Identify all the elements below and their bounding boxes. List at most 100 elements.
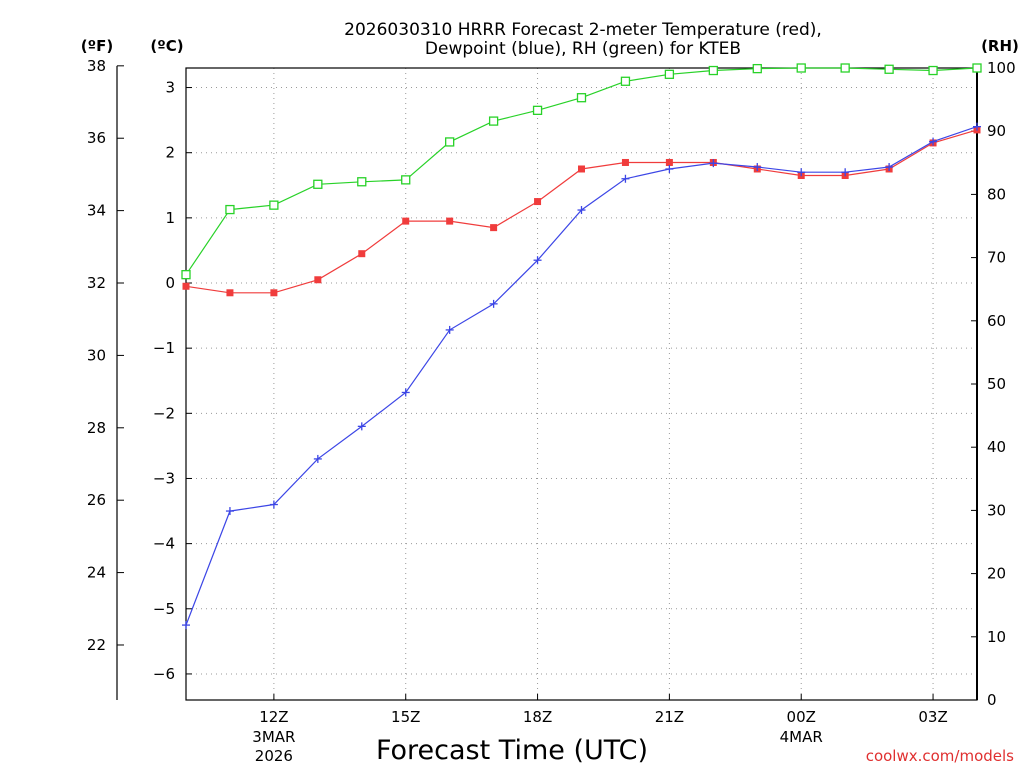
rh-point xyxy=(752,63,762,74)
chart-title-line-2: Dewpoint (blue), RH (green) for KTEB xyxy=(425,39,741,59)
rh-point xyxy=(796,63,806,73)
celsius-tick-label: −2 xyxy=(153,404,175,422)
x-tick-label: 03Z xyxy=(918,708,947,726)
rh-point xyxy=(269,200,279,210)
x-tick-label: 18Z xyxy=(523,708,552,726)
dewpoint-point xyxy=(357,422,366,431)
rh-tick-label: 20 xyxy=(987,565,1006,583)
gridlines xyxy=(186,68,977,700)
x-tick-sublabel: 2026 xyxy=(255,747,293,765)
2-meter-temperature-point xyxy=(314,276,322,284)
celsius-unit-label: (ºC) xyxy=(150,37,183,55)
fahrenheit-tick-label: 22 xyxy=(87,636,106,654)
rh-point xyxy=(664,69,675,79)
fahrenheit-tick-label: 30 xyxy=(87,346,106,364)
dewpoint-point xyxy=(929,137,938,146)
dewpoint-point xyxy=(841,168,850,177)
dewpoint-point xyxy=(401,388,410,397)
x-tick-label: 21Z xyxy=(655,708,684,726)
celsius-tick-label: −4 xyxy=(153,535,175,553)
celsius-tick-label: −1 xyxy=(153,339,175,357)
2-meter-temperature-point xyxy=(402,217,410,225)
dewpoint-point xyxy=(709,159,718,168)
dewpoint-point xyxy=(885,163,894,172)
fahrenheit-unit-label: (ºF) xyxy=(81,37,113,55)
x-tick-sublabel: 3MAR xyxy=(252,728,295,746)
axes: 22 24 26 28 30 32 34 36 38 −6 −5 −4 −3 −2 −1 0 1 2 30 10 20 3… xyxy=(87,57,1016,765)
2-meter-temperature-point xyxy=(534,198,542,206)
celsius-tick-label: 0 xyxy=(165,274,175,292)
celsius-tick-label: −6 xyxy=(153,665,175,683)
rh-point xyxy=(225,204,235,215)
dewpoint-point xyxy=(753,163,762,172)
data-series xyxy=(181,63,982,630)
credit-text: coolwx.com/models xyxy=(866,747,1014,765)
dewpoint-point xyxy=(313,454,322,463)
2-meter-temperature-point xyxy=(358,250,366,258)
dewpoint-point xyxy=(225,507,234,516)
rh-point xyxy=(972,63,982,73)
dewpoint-point xyxy=(533,256,542,265)
fahrenheit-tick-label: 34 xyxy=(87,202,106,220)
2-meter-temperature-point xyxy=(490,224,498,232)
rh-point xyxy=(576,93,587,103)
rh-tick-label: 40 xyxy=(987,438,1006,456)
2-meter-temperature-point xyxy=(446,217,454,225)
plot-frame xyxy=(185,67,978,701)
dewpoint-point xyxy=(269,500,278,509)
celsius-tick-label: −3 xyxy=(153,469,175,487)
dewpoint-point xyxy=(489,299,498,308)
x-axis-label: Forecast Time (UTC) xyxy=(376,735,648,766)
rh-tick-label: 50 xyxy=(987,375,1006,393)
fahrenheit-tick-label: 36 xyxy=(87,129,106,147)
dewpoint-point xyxy=(577,206,586,215)
fahrenheit-tick-label: 38 xyxy=(87,57,106,75)
rh-point xyxy=(357,177,367,187)
rh-point xyxy=(445,137,455,147)
rh-point xyxy=(840,63,850,73)
dewpoint-point xyxy=(973,122,981,131)
fahrenheit-tick-label: 24 xyxy=(87,564,106,582)
rh-tick-label: 90 xyxy=(987,122,1006,140)
rh-point xyxy=(181,270,191,280)
rh-tick-label: 30 xyxy=(987,501,1006,519)
2-meter-temperature-point xyxy=(578,165,585,173)
2-meter-temperature-point xyxy=(182,282,190,290)
rh-point xyxy=(928,65,938,76)
fahrenheit-tick-label: 28 xyxy=(87,419,106,437)
rh-point xyxy=(708,65,718,76)
x-tick-sublabel: 4MAR xyxy=(780,728,823,746)
celsius-tick-label: −5 xyxy=(153,600,175,618)
dewpoint-point xyxy=(797,168,806,177)
rh-point xyxy=(884,64,894,74)
rh-tick-label: 80 xyxy=(987,185,1006,203)
celsius-tick-label: 2 xyxy=(165,144,175,162)
rh-tick-label: 60 xyxy=(987,312,1006,330)
celsius-tick-label: 1 xyxy=(165,209,175,227)
rh-tick-label: 10 xyxy=(987,628,1006,646)
fahrenheit-tick-label: 26 xyxy=(87,491,106,509)
dewpoint-point xyxy=(445,325,454,334)
rh-point xyxy=(532,105,543,115)
rh-tick-label: 70 xyxy=(987,249,1006,267)
rh-point xyxy=(401,175,411,185)
rh-tick-label: 0 xyxy=(987,691,997,709)
2-meter-temperature-point xyxy=(621,158,629,166)
dewpoint-line xyxy=(185,126,978,626)
rh-point xyxy=(313,179,323,189)
rh-tick-label: 100 xyxy=(987,59,1016,77)
x-tick-label: 00Z xyxy=(787,708,816,726)
2-meter-temperature-point xyxy=(270,289,278,297)
rh-point xyxy=(620,76,631,86)
fahrenheit-tick-label: 32 xyxy=(87,274,106,292)
x-tick-label: 12Z xyxy=(259,708,288,726)
dewpoint-point xyxy=(182,621,190,630)
rh-point xyxy=(488,116,499,126)
2-meter-temperature-point xyxy=(226,289,234,297)
chart-title-line-1: 2026030310 HRRR Forecast 2-meter Tempera… xyxy=(344,20,822,40)
x-tick-label: 15Z xyxy=(391,708,420,726)
dewpoint-point xyxy=(665,164,674,173)
2-meter-temperature-point xyxy=(665,158,673,166)
rh-unit-label: (RH) xyxy=(981,37,1019,55)
